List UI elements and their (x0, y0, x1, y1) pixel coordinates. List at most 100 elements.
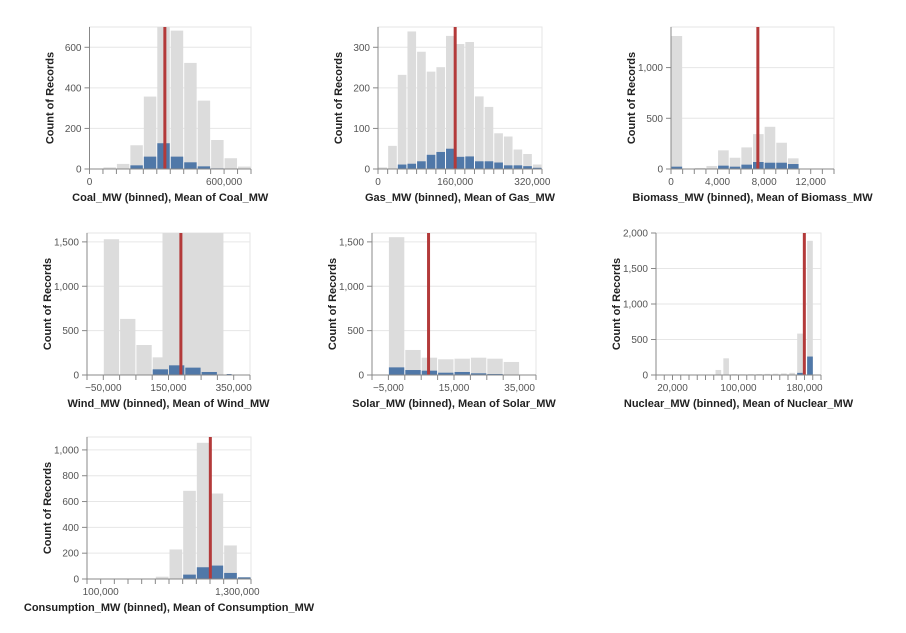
y-tick-label: 1,000 (339, 282, 364, 293)
x-tick-label: 600,000 (206, 177, 243, 188)
bar-selected-records (130, 165, 142, 169)
y-tick-label: 500 (347, 326, 364, 337)
bar-all-records (407, 31, 416, 169)
y-tick-label: 200 (353, 83, 370, 94)
x-axis-title: Consumption_MW (binned), Mean of Consump… (24, 602, 315, 614)
bar-selected-records (427, 155, 436, 169)
bar-all-records (672, 36, 683, 169)
bar-all-records (485, 107, 494, 169)
y-tick-label: 500 (631, 335, 648, 346)
y-tick-label: 0 (73, 575, 79, 586)
bar-all-records (388, 146, 397, 169)
x-tick-label: 1,300,000 (215, 587, 260, 598)
x-tick-label: 4,000 (705, 177, 730, 188)
x-tick-label: 100,000 (720, 383, 757, 394)
bar-selected-records (389, 367, 404, 375)
bar-all-records (198, 101, 210, 169)
bar-selected-records (211, 566, 224, 579)
bar-selected-records (183, 575, 196, 579)
y-tick-label: 0 (73, 371, 79, 382)
y-axis-title: Count of Records (42, 258, 54, 350)
bar-selected-records (224, 573, 237, 579)
x-tick-label: 160,000 (437, 177, 474, 188)
x-axis-title: Gas_MW (binned), Mean of Gas_MW (365, 192, 556, 204)
y-tick-label: 1,000 (638, 63, 663, 74)
bar-all-records (427, 72, 436, 169)
y-axis-title: Count of Records (626, 52, 638, 144)
bar-all-records (807, 241, 813, 375)
y-tick-label: 0 (358, 371, 364, 382)
bar-selected-records (398, 165, 407, 169)
x-tick-label: 350,000 (216, 383, 253, 394)
bar-all-records (471, 358, 486, 375)
y-tick-label: 1,000 (54, 282, 79, 293)
bar-selected-records (494, 163, 503, 169)
y-tick-label: 600 (62, 497, 79, 508)
bar-selected-records (153, 369, 168, 375)
y-tick-label: 1,500 (623, 264, 648, 275)
bar-all-records (715, 370, 721, 375)
y-tick-label: 600 (65, 43, 82, 54)
bar-selected-records (718, 166, 729, 169)
y-axis-title: Count of Records (45, 52, 57, 144)
x-tick-label: −50,000 (85, 383, 122, 394)
y-axis-title: Count of Records (333, 52, 345, 144)
bar-selected-records (475, 161, 484, 169)
x-tick-label: 150,000 (150, 383, 187, 394)
bar-selected-records (436, 152, 445, 169)
x-tick-label: 20,000 (657, 383, 688, 394)
bar-selected-records (788, 164, 799, 169)
bar-selected-records (465, 156, 474, 169)
histogram-panel: 0 500 1,000 1,500 −50,000 150,000 350,000 Wind_… (42, 233, 270, 410)
bar-selected-records (197, 567, 210, 579)
y-axis-title: Count of Records (327, 258, 339, 350)
x-axis-title: Biomass_MW (binned), Mean of Biomass_MW (632, 192, 873, 204)
x-tick-label: 8,000 (752, 177, 777, 188)
bar-selected-records (514, 165, 523, 169)
x-axis-title: Wind_MW (binned), Mean of Wind_MW (67, 398, 270, 410)
y-tick-label: 800 (62, 471, 79, 482)
y-tick-label: 100 (353, 124, 370, 135)
y-tick-label: 400 (62, 523, 79, 534)
bar-all-records (504, 137, 513, 169)
bar-all-records (465, 42, 474, 169)
y-tick-label: 300 (353, 43, 370, 54)
bar-selected-records (446, 149, 455, 169)
bar-all-records (183, 491, 196, 579)
y-axis-title: Count of Records (42, 462, 54, 554)
bar-all-records (456, 44, 465, 169)
bar-selected-records (184, 162, 196, 169)
y-tick-label: 0 (76, 165, 82, 176)
bar-all-records (197, 443, 210, 579)
bar-all-records (225, 158, 237, 169)
x-tick-label: 0 (668, 177, 674, 188)
x-axis-title: Coal_MW (binned), Mean of Coal_MW (72, 192, 269, 204)
bar-all-records (184, 63, 196, 169)
y-tick-label: 200 (65, 124, 82, 135)
x-tick-label: 0 (87, 177, 93, 188)
bar-all-records (171, 31, 183, 169)
bar-selected-records (807, 357, 813, 375)
bar-all-records (162, 233, 223, 375)
y-tick-label: 1,500 (54, 237, 79, 248)
y-tick-label: 500 (62, 326, 79, 337)
bar-selected-records (405, 370, 420, 375)
bar-all-records (136, 345, 151, 375)
bar-all-records (117, 164, 129, 169)
bar-all-records (398, 75, 407, 169)
bar-selected-records (185, 368, 200, 375)
bar-selected-records (504, 165, 513, 169)
y-tick-label: 500 (646, 114, 663, 125)
bar-all-records (723, 358, 729, 375)
bar-selected-records (765, 163, 776, 169)
bar-all-records (417, 52, 426, 169)
bar-selected-records (485, 161, 494, 169)
bar-all-records (104, 239, 119, 375)
bar-selected-records (417, 161, 426, 169)
bar-selected-records (741, 165, 752, 169)
bar-selected-records (776, 163, 787, 169)
